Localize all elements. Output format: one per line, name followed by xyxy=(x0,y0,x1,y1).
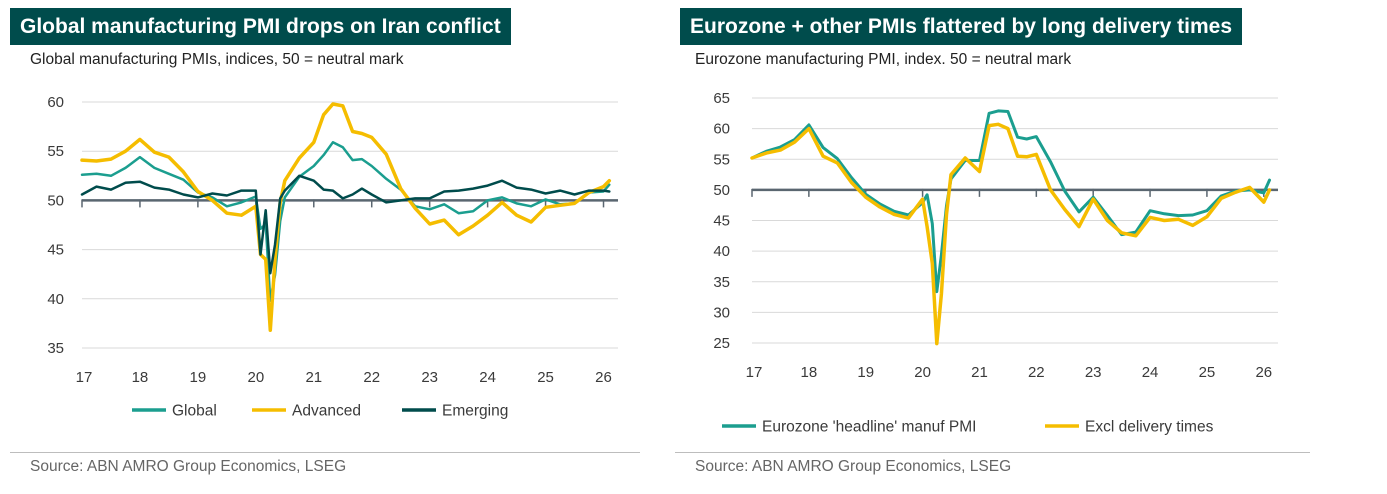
x-tick-label: 26 xyxy=(595,369,612,386)
x-tick-label: 21 xyxy=(971,364,988,381)
chart-title: Global manufacturing PMI drops on Iran c… xyxy=(10,8,511,45)
chart-subtitle: Eurozone manufacturing PMI, index. 50 = … xyxy=(695,51,1072,68)
series-line-emerging xyxy=(80,174,611,275)
x-tick-label: 18 xyxy=(132,369,149,386)
legend-label: Global xyxy=(172,403,217,420)
legend-label: Advanced xyxy=(292,403,361,420)
x-tick-label: 21 xyxy=(305,369,322,386)
series-line-eurozone-headline-manuf-pmi xyxy=(750,109,1271,294)
eurozone-pmi-chart: 25 30 35 40 45 50 55 60 65 17 18 19 20 21 22 23 24 25 26 Eu… xyxy=(713,90,1278,436)
y-tick-label: 45 xyxy=(713,213,730,230)
x-tick-label: 19 xyxy=(857,364,874,381)
y-tick-label: 45 xyxy=(47,242,64,259)
x-tick-label: 24 xyxy=(479,369,496,386)
chart-panel-global: Global manufacturing PMI drops on Iran c… xyxy=(0,0,640,494)
chart-title: Eurozone + other PMIs flattered by long … xyxy=(680,8,1243,45)
x-tick-label: 17 xyxy=(76,369,93,386)
source-divider xyxy=(675,452,1310,453)
chart-panel-eurozone: Eurozone + other PMIs flattered by long … xyxy=(670,0,1310,494)
x-tick-label: 25 xyxy=(1199,364,1216,381)
y-tick-label: 40 xyxy=(713,243,730,260)
y-tick-label: 35 xyxy=(713,274,730,291)
legend-label: Excl delivery times xyxy=(1085,419,1214,436)
x-tick-label: 24 xyxy=(1142,364,1159,381)
x-tick-label: 23 xyxy=(1085,364,1102,381)
x-tick-label: 23 xyxy=(421,369,438,386)
y-tick-label: 65 xyxy=(713,90,730,107)
y-tick-label: 60 xyxy=(47,94,64,111)
y-tick-label: 55 xyxy=(713,151,730,168)
global-pmi-chart: 35 40 45 50 55 60 17 18 19 20 21 22 23 24 25 26 Global Ad… xyxy=(47,94,618,420)
x-tick-label: 20 xyxy=(247,369,264,386)
x-tick-label: 26 xyxy=(1255,364,1272,381)
x-tick-label: 22 xyxy=(363,369,380,386)
chart-subtitle: Global manufacturing PMIs, indices, 50 =… xyxy=(30,51,404,68)
series-line-advanced xyxy=(80,102,612,333)
y-tick-label: 30 xyxy=(713,304,730,321)
x-tick-label: 19 xyxy=(190,369,207,386)
x-tick-label: 18 xyxy=(801,364,818,381)
x-tick-label: 17 xyxy=(746,364,763,381)
y-tick-label: 50 xyxy=(47,192,64,209)
chart-source: Source: ABN AMRO Group Economics, LSEG xyxy=(695,458,1012,475)
x-tick-label: 20 xyxy=(914,364,931,381)
series-line-excl-delivery-times xyxy=(750,122,1272,346)
legend-label: Emerging xyxy=(442,403,508,420)
y-tick-label: 35 xyxy=(47,340,64,357)
series-line-global xyxy=(80,141,611,303)
y-tick-label: 40 xyxy=(47,291,64,308)
x-tick-label: 22 xyxy=(1028,364,1045,381)
x-tick-label: 25 xyxy=(537,369,554,386)
legend-label: Eurozone 'headline' manuf PMI xyxy=(762,419,976,436)
source-divider xyxy=(10,452,640,453)
y-tick-label: 50 xyxy=(713,182,730,199)
y-tick-label: 25 xyxy=(713,335,730,352)
y-tick-label: 55 xyxy=(47,143,64,160)
chart-source: Source: ABN AMRO Group Economics, LSEG xyxy=(30,458,347,475)
y-tick-label: 60 xyxy=(713,121,730,138)
